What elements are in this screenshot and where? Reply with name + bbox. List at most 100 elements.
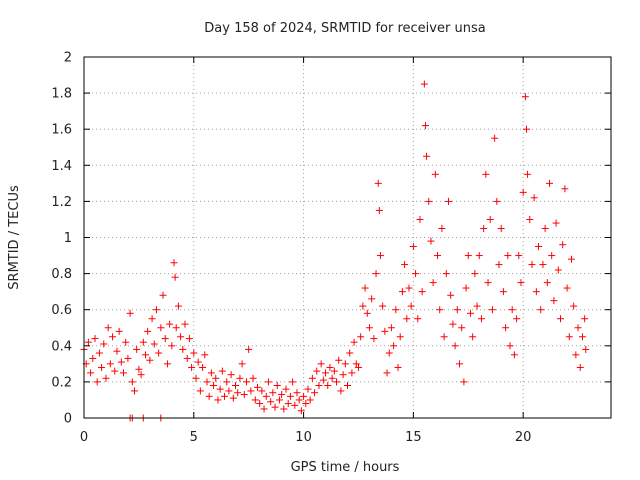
data-point xyxy=(460,378,468,386)
data-point xyxy=(172,324,180,332)
data-point xyxy=(473,302,481,310)
data-point xyxy=(425,197,433,205)
data-point xyxy=(185,335,193,343)
data-point xyxy=(372,270,380,278)
data-point xyxy=(236,374,244,382)
data-point xyxy=(194,358,202,366)
data-point xyxy=(168,342,176,350)
data-point xyxy=(102,374,110,382)
data-point xyxy=(139,338,147,346)
data-point xyxy=(361,284,369,292)
data-point xyxy=(519,188,527,196)
data-point xyxy=(554,266,562,274)
plot-frame xyxy=(83,56,612,419)
data-point xyxy=(543,279,551,287)
data-point xyxy=(530,194,538,202)
data-point xyxy=(330,367,338,375)
data-point xyxy=(567,255,575,263)
data-point xyxy=(455,360,463,368)
data-point xyxy=(146,356,154,364)
data-point xyxy=(376,252,384,260)
data-point xyxy=(570,302,578,310)
data-point xyxy=(348,369,356,377)
data-point xyxy=(117,358,125,366)
data-point xyxy=(368,295,376,303)
data-point xyxy=(497,224,505,232)
data-point xyxy=(493,197,501,205)
data-point xyxy=(315,382,323,390)
data-point xyxy=(282,385,290,393)
axes: 00.20.40.60.811.21.41.61.820 5 10 15 20 xyxy=(51,51,612,445)
data-point xyxy=(295,396,303,404)
data-point xyxy=(370,335,378,343)
data-point xyxy=(535,243,543,251)
data-point xyxy=(148,315,156,323)
data-point xyxy=(207,369,215,377)
data-point xyxy=(251,396,259,404)
data-point xyxy=(464,252,472,260)
data-point xyxy=(335,356,343,364)
data-point xyxy=(559,241,567,249)
data-point xyxy=(84,338,92,346)
data-point xyxy=(95,349,103,357)
data-point xyxy=(552,219,560,227)
data-point xyxy=(275,396,283,404)
data-point xyxy=(482,170,490,178)
data-point xyxy=(550,297,558,305)
data-points xyxy=(80,80,590,422)
data-point xyxy=(89,354,97,362)
data-point xyxy=(548,252,556,260)
data-point xyxy=(190,349,198,357)
data-point xyxy=(440,333,448,341)
data-point xyxy=(401,261,409,269)
data-point xyxy=(218,367,226,375)
data-point xyxy=(385,349,393,357)
data-point xyxy=(409,243,417,251)
data-point xyxy=(438,224,446,232)
data-point xyxy=(133,345,141,353)
data-point xyxy=(396,333,404,341)
data-point xyxy=(264,378,272,386)
data-point xyxy=(423,152,431,160)
data-point xyxy=(418,288,426,296)
data-point xyxy=(445,197,453,205)
data-point xyxy=(234,389,242,397)
data-point xyxy=(196,387,204,395)
data-point xyxy=(390,342,398,350)
data-point xyxy=(304,385,312,393)
y-tick-label: 0.8 xyxy=(51,267,72,282)
data-point xyxy=(403,315,411,323)
data-point xyxy=(578,333,586,341)
chart-title: Day 158 of 2024, SRMTID for receiver uns… xyxy=(204,21,485,36)
data-point xyxy=(381,327,389,335)
data-point xyxy=(289,378,297,386)
data-point xyxy=(115,327,123,335)
data-point xyxy=(199,363,207,371)
data-point xyxy=(93,378,101,386)
data-point xyxy=(339,371,347,379)
data-point xyxy=(177,333,185,341)
y-tick-label: 0.6 xyxy=(51,303,72,318)
data-point xyxy=(488,306,496,314)
data-point xyxy=(449,320,457,328)
data-point xyxy=(375,206,383,214)
data-point xyxy=(563,284,571,292)
data-point xyxy=(556,315,564,323)
x-tick-label: 15 xyxy=(405,430,422,445)
y-tick-label: 1 xyxy=(64,231,72,246)
data-point xyxy=(506,342,514,350)
data-point xyxy=(434,252,442,260)
data-point xyxy=(91,335,99,343)
data-point xyxy=(453,306,461,314)
data-point xyxy=(466,309,474,317)
data-point xyxy=(477,315,485,323)
data-point xyxy=(278,391,286,399)
x-tick-label: 0 xyxy=(80,430,88,445)
data-point xyxy=(104,324,112,332)
data-point xyxy=(249,374,257,382)
data-point xyxy=(238,360,246,368)
data-point xyxy=(152,306,160,314)
data-point xyxy=(324,382,332,390)
data-point xyxy=(297,407,305,415)
y-tick-label: 1.8 xyxy=(51,87,72,102)
